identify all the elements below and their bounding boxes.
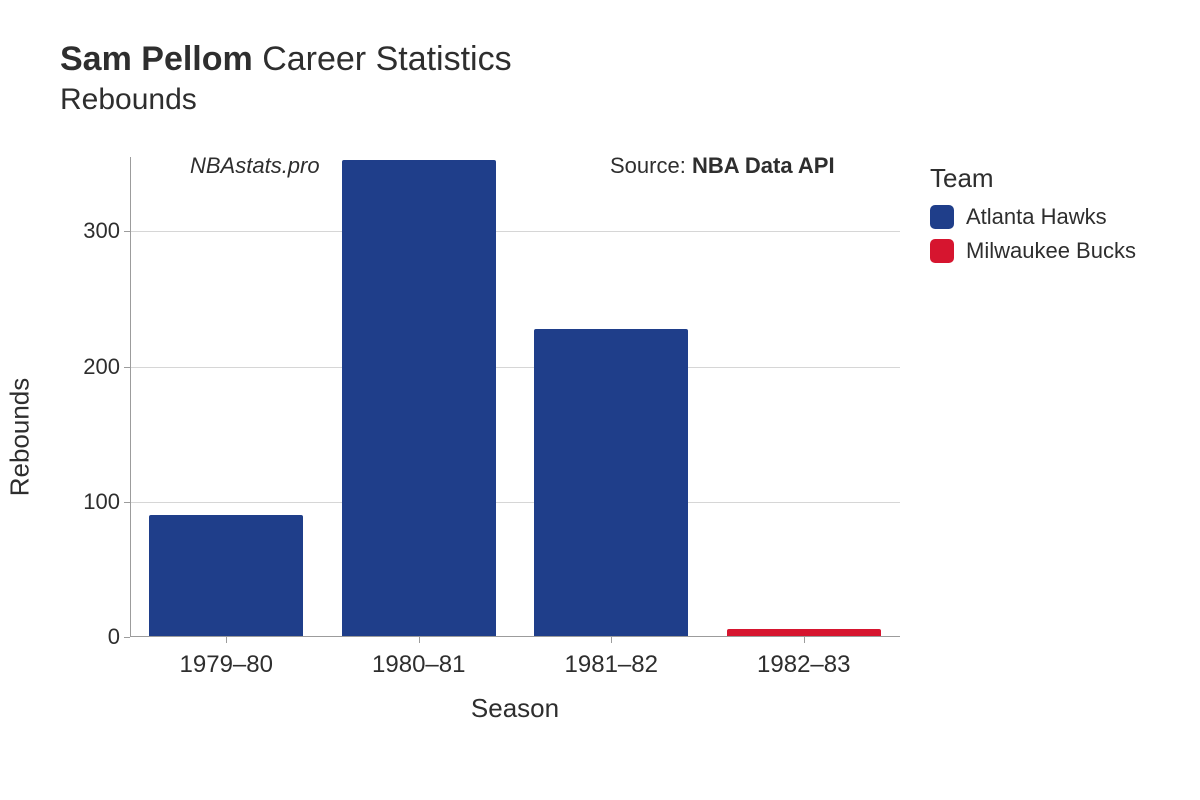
- y-axis-label: Rebounds: [5, 378, 36, 497]
- bar: [342, 160, 496, 637]
- legend-label: Atlanta Hawks: [966, 204, 1107, 230]
- y-tick-label: 200: [83, 354, 130, 380]
- source-prefix: Source:: [610, 153, 692, 178]
- grid-line: [130, 367, 900, 368]
- chart-area: Rebounds Season NBAstats.pro Source: NBA…: [60, 157, 1140, 717]
- y-tick-label: 300: [83, 218, 130, 244]
- legend-title: Team: [930, 163, 1136, 194]
- legend-label: Milwaukee Bucks: [966, 238, 1136, 264]
- site-annotation: NBAstats.pro: [190, 153, 320, 179]
- source-name: NBA Data API: [692, 153, 835, 178]
- chart-title-block: Sam Pellom Career Statistics Rebounds: [60, 40, 1200, 117]
- plot-region: Season NBAstats.pro Source: NBA Data API…: [130, 157, 900, 637]
- source-annotation: Source: NBA Data API: [610, 153, 835, 179]
- bar: [149, 515, 303, 637]
- legend-item: Milwaukee Bucks: [930, 238, 1136, 264]
- x-tick-label: 1979–80: [180, 637, 273, 679]
- legend-swatch: [930, 239, 954, 263]
- x-tick-label: 1982–83: [757, 637, 850, 679]
- title-light: Career Statistics: [262, 40, 511, 78]
- legend: Team Atlanta Hawks Milwaukee Bucks: [930, 163, 1136, 272]
- chart-title: Sam Pellom Career Statistics: [60, 40, 1200, 79]
- y-tick-label: 100: [83, 489, 130, 515]
- chart-subtitle: Rebounds: [60, 83, 1200, 117]
- grid-line: [130, 231, 900, 232]
- x-axis-label: Season: [471, 637, 559, 724]
- legend-item: Atlanta Hawks: [930, 204, 1136, 230]
- legend-swatch: [930, 205, 954, 229]
- bar: [534, 329, 688, 637]
- y-tick-label: 0: [108, 624, 130, 650]
- y-axis-line: [130, 157, 131, 637]
- title-bold: Sam Pellom: [60, 40, 253, 78]
- x-tick-label: 1981–82: [565, 637, 658, 679]
- grid-line: [130, 502, 900, 503]
- x-tick-label: 1980–81: [372, 637, 465, 679]
